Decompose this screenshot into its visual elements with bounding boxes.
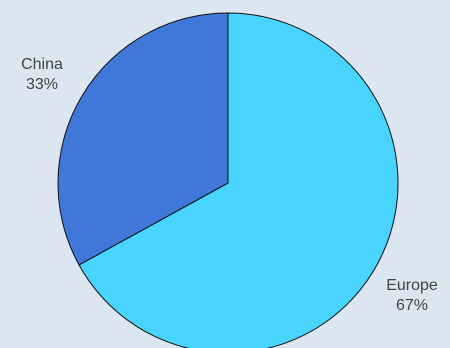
pie-slice-china <box>57 12 229 266</box>
pie-labels: Europe 67% China 33% <box>21 56 438 314</box>
pie-slice-europe <box>78 12 399 348</box>
slice-value-label-europe: 67% <box>396 297 428 314</box>
slice-label-europe: Europe <box>386 277 438 294</box>
slice-label-china: China <box>21 56 63 73</box>
slice-value-label-china: 33% <box>26 76 58 93</box>
pie-slices <box>57 12 399 348</box>
